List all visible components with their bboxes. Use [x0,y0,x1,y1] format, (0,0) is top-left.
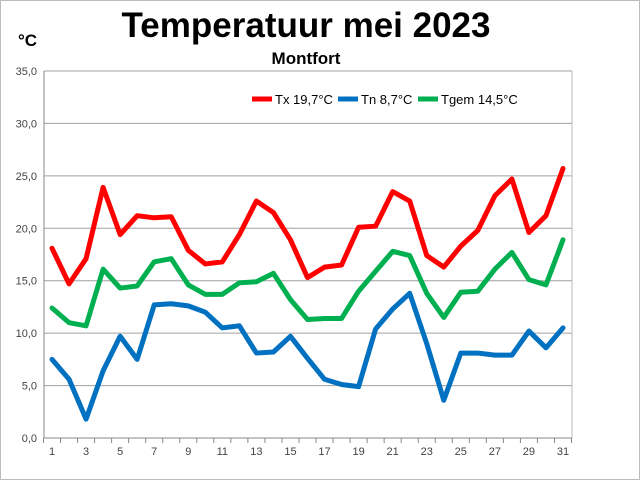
x-tick-label: 7 [151,446,157,458]
x-tick-label: 15 [284,446,296,458]
x-tick-label: 27 [489,446,501,458]
chart-title: Temperatuur mei 2023 [121,6,491,45]
x-tick-label: 29 [523,446,535,458]
x-tick-label: 11 [217,446,228,458]
legend-label: Tn 8,7°C [361,92,412,107]
y-axis-label: °C [18,31,38,50]
series-line-3 [49,237,566,329]
y-tick-label: 15,0 [16,276,37,288]
x-tick-label: 5 [117,446,123,458]
x-tick-label: 13 [250,446,262,458]
y-tick-label: 25,0 [16,171,37,183]
x-tick-label: 3 [83,446,89,458]
x-tick-label: 23 [421,446,433,458]
series-line-1 [49,166,566,287]
legend-label: Tgem 14,5°C [441,92,518,107]
x-tick-label: 25 [455,446,467,458]
y-tick-label: 10,0 [16,328,37,340]
y-tick-label: 20,0 [16,223,37,235]
x-tick-label: 21 [387,446,399,458]
y-tick-label: 0,0 [22,433,37,445]
x-tick-label: 19 [352,446,364,458]
y-tick-label: 35,0 [16,66,37,78]
x-tick-label: 17 [318,446,330,458]
series-line-2 [49,290,566,422]
x-tick-label: 31 [557,446,569,458]
y-tick-label: 5,0 [22,381,37,393]
legend-label: Tx 19,7°C [275,92,333,107]
chart-subtitle: Montfort [271,49,341,68]
y-tick-label: 30,0 [16,118,37,130]
x-tick-label: 1 [49,446,55,458]
x-tick-label: 9 [185,446,191,458]
